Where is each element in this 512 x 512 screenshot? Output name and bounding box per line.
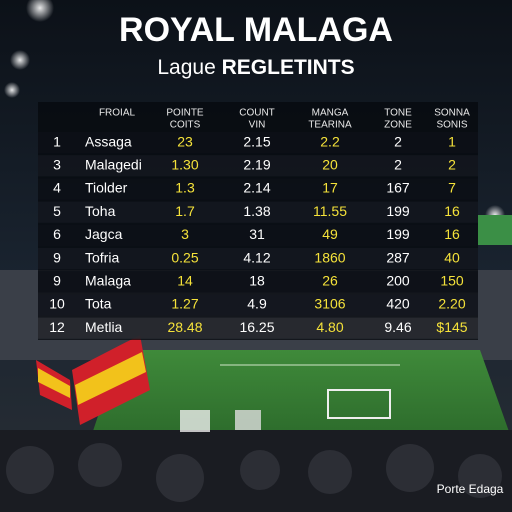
rank: 4 <box>53 180 61 196</box>
cell: 1.3 <box>175 180 195 196</box>
team-name: Tota <box>85 296 112 312</box>
column-header: MANGA <box>312 108 349 119</box>
cell: 2 <box>394 133 402 149</box>
cell: 199 <box>386 203 410 219</box>
cell: 2.15 <box>243 133 270 149</box>
cell: 2.2 <box>320 133 340 149</box>
team-name: Tofria <box>85 249 119 265</box>
cell: 287 <box>386 249 410 265</box>
rank: 1 <box>53 133 61 149</box>
cell: 20 <box>322 157 338 173</box>
cell: 4.9 <box>247 296 267 312</box>
rank: 3 <box>53 157 61 173</box>
column-header: VIN <box>249 120 266 131</box>
cell: 1 <box>448 133 456 149</box>
cell: 3106 <box>314 296 345 312</box>
cell: 16 <box>444 203 460 219</box>
column-header: TONE <box>384 108 412 119</box>
cell: 1.38 <box>243 203 270 219</box>
cell: 2.20 <box>438 296 465 312</box>
table-row <box>38 248 478 270</box>
subtitle-plain: Lague <box>157 56 215 79</box>
rank: 10 <box>49 296 65 312</box>
cell: 49 <box>322 226 338 242</box>
title: ROYAL MALAGA <box>119 11 393 49</box>
cell: 28.48 <box>167 319 202 335</box>
cell: 0.25 <box>171 249 198 265</box>
cell: $145 <box>436 319 467 335</box>
cell: 11.55 <box>313 203 347 219</box>
cell: 1.30 <box>171 157 198 173</box>
subtitle: Lague REGLETINTS <box>157 56 354 79</box>
column-header: COITS <box>170 120 201 131</box>
column-header: ZONE <box>384 120 412 131</box>
rank: 9 <box>53 249 61 265</box>
cell: 2.14 <box>243 180 270 196</box>
column-header: TEARINA <box>308 120 352 131</box>
subtitle-bold: REGLETINTS <box>222 56 355 79</box>
table-row <box>38 178 478 200</box>
team-name: Tiolder <box>85 180 128 196</box>
watermark: Porte Edaga <box>437 482 504 496</box>
column-header: SONIS <box>436 120 467 131</box>
team-name: Toha <box>85 203 116 219</box>
table-row <box>38 132 478 154</box>
table-row <box>38 294 478 316</box>
team-name: Assaga <box>85 133 132 149</box>
cell: 17 <box>322 180 338 196</box>
cell: 23 <box>177 133 193 149</box>
team-name: Jagca <box>85 226 123 242</box>
table-row <box>38 271 478 293</box>
rank: 12 <box>49 319 65 335</box>
cell: 4.12 <box>243 249 270 265</box>
cell: 9.46 <box>384 319 411 335</box>
cell: 3 <box>181 226 189 242</box>
rank: 9 <box>53 273 61 289</box>
table-row <box>38 201 478 223</box>
cell: 31 <box>249 226 265 242</box>
cell: 14 <box>177 273 193 289</box>
cell: 420 <box>386 296 410 312</box>
rank: 5 <box>53 203 61 219</box>
cell: 150 <box>440 273 464 289</box>
table-row <box>38 224 478 246</box>
cell: 167 <box>386 180 410 196</box>
table-row <box>38 155 478 177</box>
cell: 2 <box>448 157 456 173</box>
cell: 1.27 <box>171 296 198 312</box>
team-name: Malaga <box>85 273 131 289</box>
cell: 200 <box>386 273 410 289</box>
column-header: FROIAL <box>99 108 136 119</box>
rank: 6 <box>53 226 61 242</box>
team-name: Metlia <box>85 319 123 335</box>
cell: 16 <box>444 226 460 242</box>
cell: 2.19 <box>243 157 270 173</box>
cell: 18 <box>249 273 265 289</box>
cell: 26 <box>322 273 338 289</box>
column-header: POINTE <box>166 108 204 119</box>
team-name: Malagedi <box>85 157 142 173</box>
cell: 1.7 <box>175 203 195 219</box>
cell: 199 <box>386 226 410 242</box>
cell: 2 <box>394 157 402 173</box>
cell: 16.25 <box>239 319 274 335</box>
table-row <box>38 317 478 339</box>
cell: 7 <box>448 180 456 196</box>
cell: 4.80 <box>316 319 343 335</box>
cell: 1860 <box>314 249 345 265</box>
column-header: SONNA <box>434 108 470 119</box>
cell: 40 <box>444 249 460 265</box>
column-header: COUNT <box>239 108 275 119</box>
